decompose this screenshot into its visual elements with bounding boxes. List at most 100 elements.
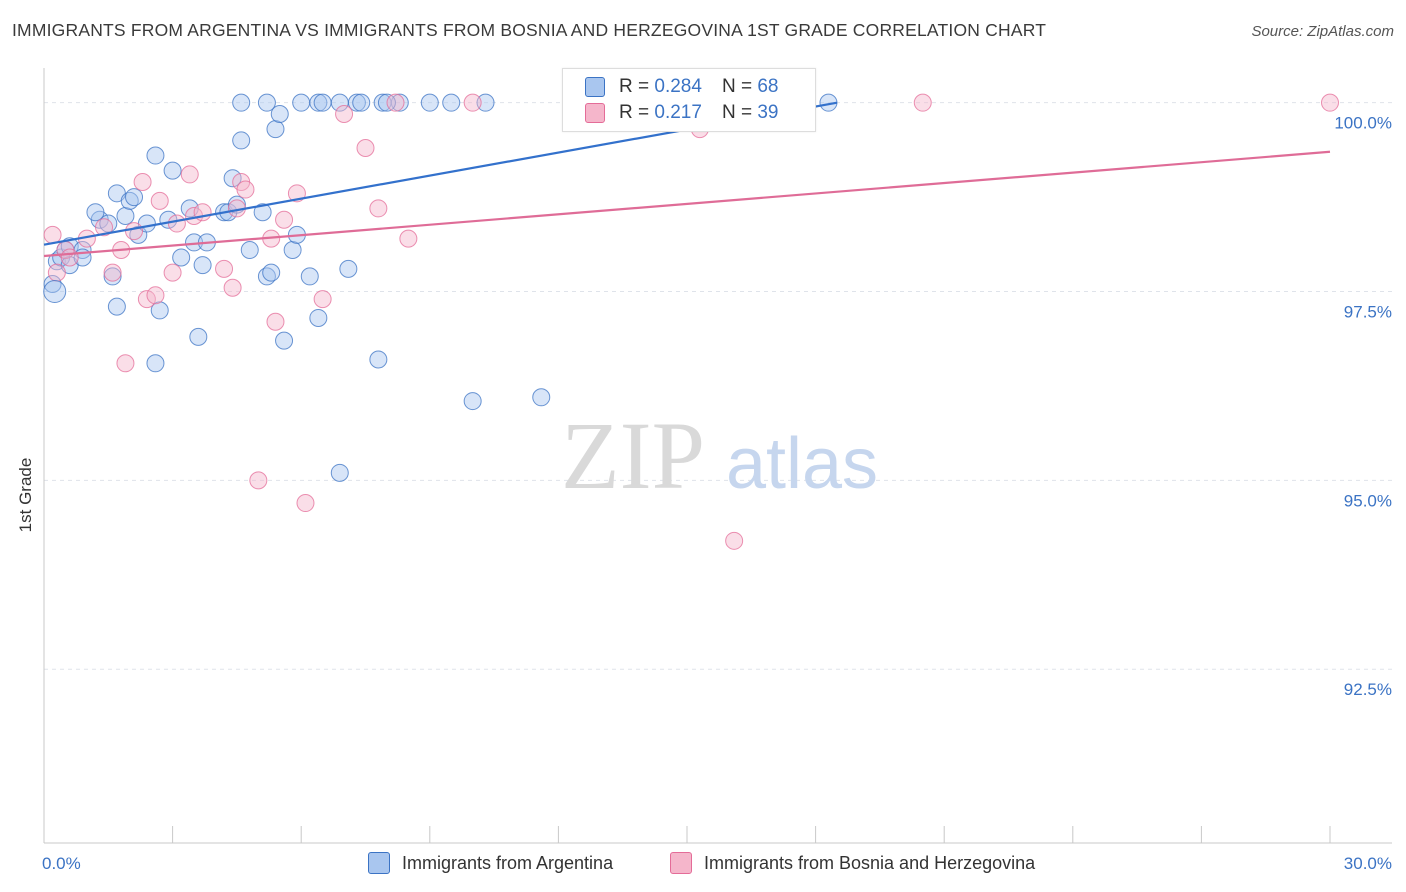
argentina-point [266,120,285,139]
argentina-point [146,146,165,165]
argentina-point [172,248,191,267]
argentina-point [43,274,62,293]
bosnia-point [399,229,418,248]
argentina-point [476,93,495,112]
argentina-point [125,188,144,207]
argentina-point [369,350,388,369]
chart-title: IMMIGRANTS FROM ARGENTINA VS IMMIGRANTS … [12,20,1047,40]
bosnia-point [133,172,152,191]
bosnia-point [223,278,242,297]
tick-label-layer: 92.5% 95.0% 97.5% 100.0% 0.0% 30.0% [42,114,1392,873]
watermark-atlas: atlas [726,424,878,504]
argentina-point [283,240,302,259]
bosnia-point [249,471,268,490]
y-tick-label: 95.0% [1344,491,1392,510]
y-tick-label: 100.0% [1334,114,1392,133]
argentina-point [339,259,358,278]
bosnia-point [146,286,165,305]
argentina-point [150,301,169,320]
bosnia-point [150,191,169,210]
argentina-point [232,131,251,150]
bosnia-point [47,263,66,282]
watermark-zip: ZIP [561,402,705,509]
axis-layer [43,68,1392,844]
x-tick-label: 0.0% [42,854,81,873]
y-axis-label-wrap: 1st Grade [16,458,36,575]
argentina-point [275,331,294,350]
bosnia-point [296,494,315,513]
bosnia-point [725,531,744,550]
argentina-point [257,93,276,112]
argentina-point [107,297,126,316]
legend-n-value-argentina: 68 [757,76,779,97]
bosnia-point [236,180,255,199]
legend-row-argentina: R = 0.284 N = 68 [585,74,778,100]
bosnia-point [463,93,482,112]
argentina-point [292,93,311,112]
bosnia-point [116,354,135,373]
grid-layer [44,102,1392,670]
bosnia-point [125,222,144,241]
legend-swatch-bosnia [585,103,605,123]
argentina-point [43,280,67,304]
bosnia-point [180,165,199,184]
argentina-point [347,93,366,112]
bosnia-point [1321,93,1339,112]
legend-n-label: N = [721,102,753,123]
legend-r-label: R = [619,76,650,97]
bosnia-trend-line [43,150,1331,258]
watermark: ZIP atlas [561,402,878,509]
argentina-point [442,93,461,112]
bosnia-point [386,93,405,112]
bosnia-point [275,210,294,229]
bosnia-point [313,290,332,309]
x-tick-label: 30.0% [1344,854,1392,873]
bosnia-point [913,93,932,112]
legend-swatch-argentina [585,77,605,97]
bosnia-point [335,104,354,123]
argentina-point [313,93,332,112]
legend-r-label: R = [619,102,650,123]
argentina-point [253,203,272,222]
correlation-legend: R = 0.284 N = 68 R = 0.217 N = 39 [562,68,816,132]
y-tick-label: 97.5% [1344,303,1392,322]
argentina-point [223,169,242,188]
legend-r-value-argentina: 0.284 [654,76,702,97]
series-legend-argentina[interactable]: Immigrants from Argentina [368,852,613,874]
argentina-point [86,203,105,222]
bosnia-point [266,312,285,331]
argentina-point [262,263,281,282]
argentina-point [309,93,328,112]
argentina-point [330,463,349,482]
bosnia-point [103,263,122,282]
argentina-point [232,93,251,112]
legend-row-bosnia: R = 0.217 N = 39 [585,100,778,126]
argentina-point [116,206,135,225]
y-tick-label: 92.5% [1344,680,1392,699]
argentina-point [193,256,212,275]
argentina-point [103,267,122,286]
bosnia-point [163,263,182,282]
argentina-point [189,327,208,346]
legend-n-value-bosnia: 39 [757,102,779,123]
series-legend: Immigrants from Argentina Immigrants fro… [0,852,1406,878]
argentina-point [352,93,371,112]
argentina-point [463,392,482,411]
bosnia-point [60,248,79,267]
bosnia-point [167,214,186,233]
argentina-point [270,104,289,123]
argentina-point [163,161,182,180]
legend-n-label: N = [721,76,753,97]
argentina-point [309,308,328,327]
bosnia-point [369,199,388,218]
series-swatch-bosnia [670,852,692,874]
series-legend-label-bosnia: Immigrants from Bosnia and Herzegovina [704,852,1036,873]
bosnia-point [356,138,375,157]
bosnia-point [215,259,234,278]
argentina-point [240,240,259,259]
argentina-point [146,354,165,373]
argentina-point [420,93,439,112]
series-legend-label-argentina: Immigrants from Argentina [402,852,614,873]
series-legend-bosnia[interactable]: Immigrants from Bosnia and Herzegovina [670,852,1035,874]
